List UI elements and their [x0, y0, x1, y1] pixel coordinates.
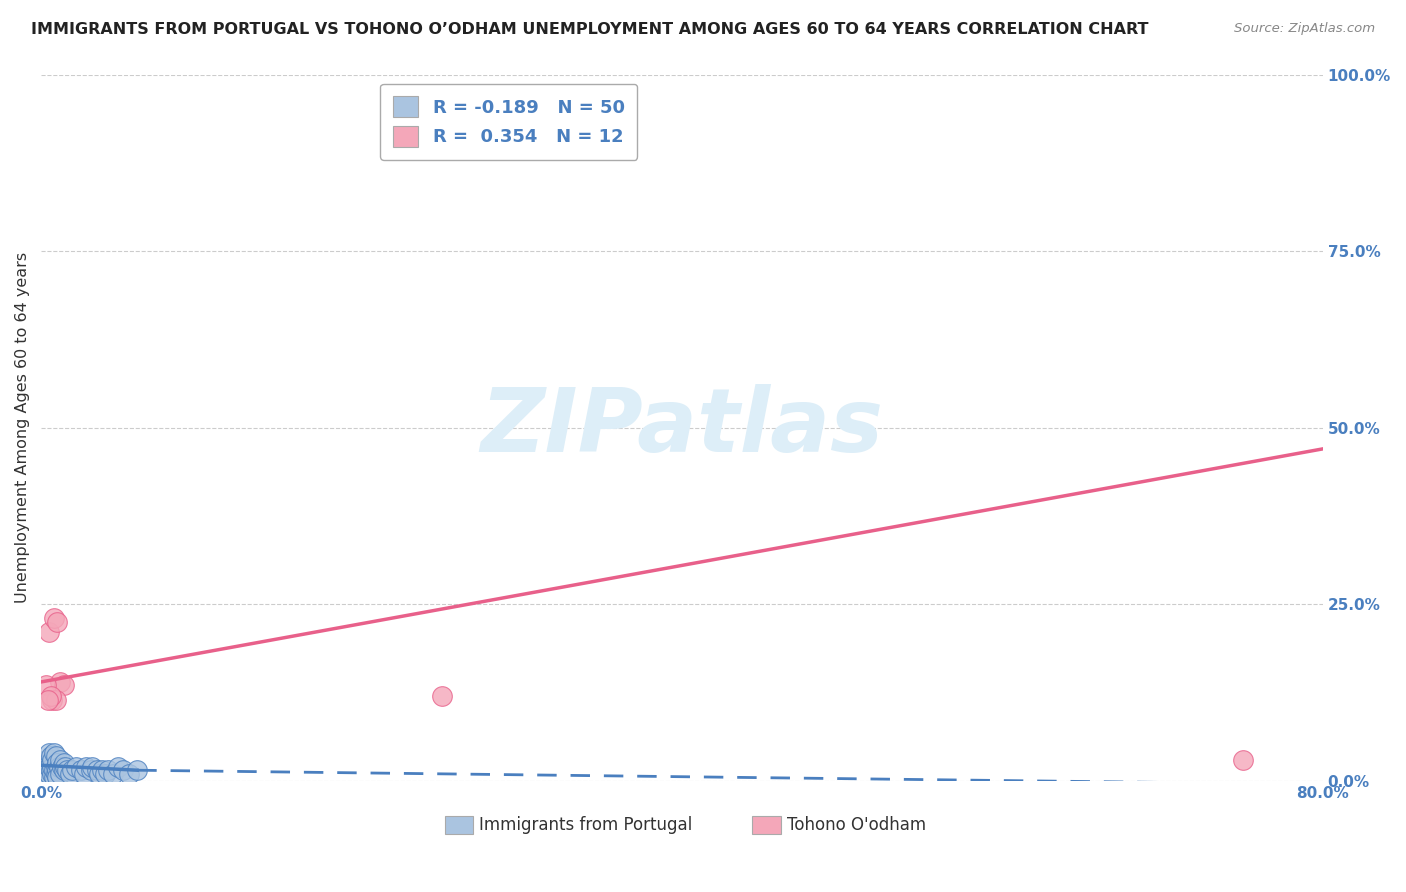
- Text: Source: ZipAtlas.com: Source: ZipAtlas.com: [1234, 22, 1375, 36]
- Point: [35, 678, 58, 692]
- Text: IMMIGRANTS FROM PORTUGAL VS TOHONO O’ODHAM UNEMPLOYMENT AMONG AGES 60 TO 64 YEAR: IMMIGRANTS FROM PORTUGAL VS TOHONO O’ODH…: [31, 22, 1149, 37]
- Point: [42, 611, 65, 625]
- Point: [82, 760, 104, 774]
- Point: [52, 756, 75, 771]
- FancyBboxPatch shape: [752, 816, 780, 834]
- Point: [59, 766, 82, 780]
- Point: [38, 625, 60, 640]
- Y-axis label: Unemployment Among Ages 60 to 64 years: Unemployment Among Ages 60 to 64 years: [15, 252, 30, 603]
- Point: [35, 760, 58, 774]
- Point: [42, 746, 65, 760]
- Point: [41, 692, 63, 706]
- Point: [41, 753, 63, 767]
- Point: [48, 760, 70, 774]
- Point: [41, 760, 63, 774]
- Point: [46, 756, 69, 771]
- Point: [55, 763, 77, 777]
- Point: [38, 766, 60, 780]
- Text: Tohono O'odham: Tohono O'odham: [787, 815, 927, 834]
- Point: [53, 760, 76, 774]
- Point: [51, 760, 73, 774]
- Text: ZIPatlas: ZIPatlas: [481, 384, 883, 471]
- Point: [38, 746, 60, 760]
- Point: [35, 770, 58, 784]
- Legend: R = -0.189   N = 50, R =  0.354   N = 12: R = -0.189 N = 50, R = 0.354 N = 12: [381, 84, 637, 160]
- Point: [70, 763, 93, 777]
- Point: [97, 763, 120, 777]
- Point: [41, 766, 63, 780]
- Point: [44, 749, 66, 764]
- Point: [39, 763, 62, 777]
- Point: [39, 689, 62, 703]
- Point: [49, 753, 72, 767]
- Point: [103, 766, 125, 780]
- Point: [35, 753, 58, 767]
- Point: [60, 763, 83, 777]
- Point: [46, 615, 69, 629]
- Point: [37, 756, 59, 771]
- Text: Immigrants from Portugal: Immigrants from Portugal: [479, 815, 693, 834]
- Point: [34, 766, 56, 780]
- Point: [118, 766, 141, 780]
- Point: [42, 770, 65, 784]
- Point: [52, 763, 75, 777]
- Point: [46, 763, 69, 777]
- Point: [430, 689, 453, 703]
- Point: [39, 749, 62, 764]
- Point: [37, 763, 59, 777]
- Point: [94, 766, 117, 780]
- Point: [80, 763, 103, 777]
- Point: [44, 766, 66, 780]
- Point: [49, 766, 72, 780]
- Point: [73, 766, 96, 780]
- Point: [87, 766, 110, 780]
- Point: [127, 763, 149, 777]
- Point: [91, 763, 114, 777]
- Point: [1232, 753, 1254, 767]
- Point: [65, 760, 87, 774]
- Point: [86, 763, 108, 777]
- Point: [107, 760, 129, 774]
- Point: [39, 756, 62, 771]
- Point: [49, 675, 72, 690]
- Point: [38, 760, 60, 774]
- Point: [42, 763, 65, 777]
- Point: [52, 678, 75, 692]
- Point: [111, 763, 134, 777]
- Point: [37, 692, 59, 706]
- Point: [44, 760, 66, 774]
- Point: [44, 692, 66, 706]
- FancyBboxPatch shape: [444, 816, 472, 834]
- Point: [75, 760, 97, 774]
- Point: [46, 770, 69, 784]
